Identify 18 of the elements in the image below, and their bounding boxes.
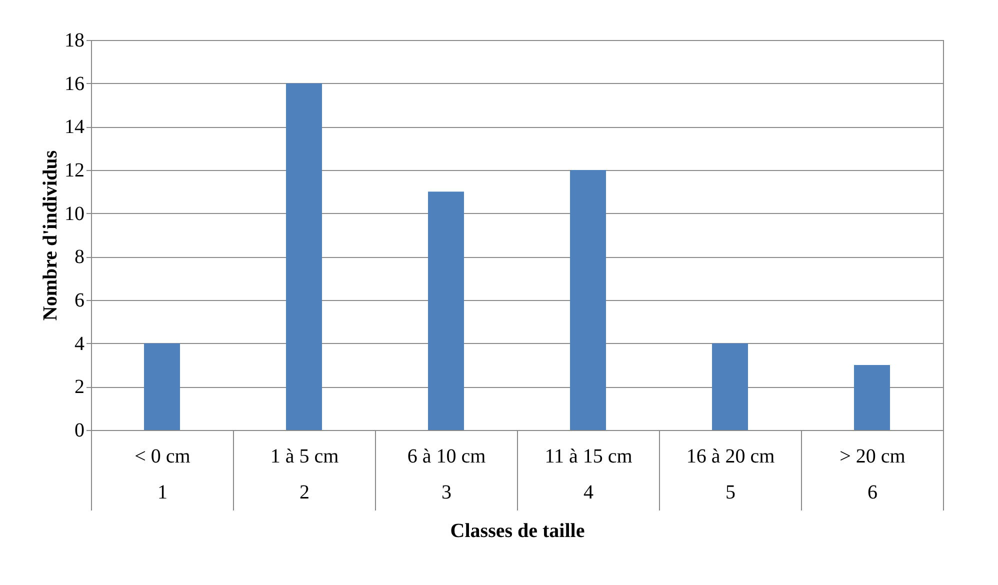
x-tick-label: 11 à 15 cm 4 <box>544 446 633 504</box>
x-tick-label: < 0 cm 1 <box>134 446 191 504</box>
y-tick-label: 4 <box>74 332 84 355</box>
y-tick-label: 18 <box>64 30 84 52</box>
y-tick-label: 8 <box>74 246 84 268</box>
y-tick-label: 16 <box>64 72 84 95</box>
y-axis-title: Nombre d'individus <box>40 150 62 321</box>
x-tick-label: 16 à 20 cm 5 <box>686 446 776 504</box>
x-tick-label: 1 à 5 cm 2 <box>270 446 340 504</box>
y-tick-label: 12 <box>64 160 84 182</box>
y-tick-label: 0 <box>74 420 84 442</box>
x-tick-label: 6 à 10 cm 3 <box>407 446 486 504</box>
y-tick-label: 14 <box>64 116 84 138</box>
y-tick-label: 6 <box>74 290 84 312</box>
y-tick-label: 2 <box>74 376 84 398</box>
y-tick-label: 10 <box>64 202 84 225</box>
x-tick-label: > 20 cm 6 <box>840 446 906 504</box>
x-axis-title: Classes de taille <box>450 520 585 542</box>
